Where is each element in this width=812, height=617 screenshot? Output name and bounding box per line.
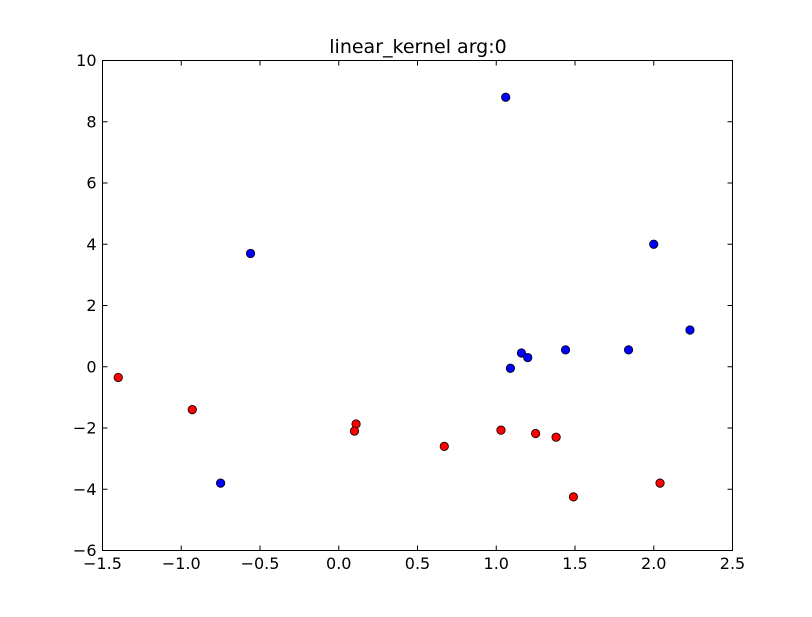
y-tick-label: 6 (86, 174, 96, 193)
x-tick-label: −0.5 (241, 554, 280, 573)
data-point (439, 441, 449, 451)
data-point (568, 492, 579, 502)
y-tick-label: 8 (86, 112, 96, 131)
y-tick-label: 4 (86, 235, 96, 254)
x-tick-label: −1.0 (162, 554, 201, 573)
x-tick-label: 1.5 (562, 554, 587, 573)
y-tick-label: 2 (86, 296, 96, 315)
data-point (113, 372, 123, 383)
data-point (245, 248, 256, 259)
data-point (516, 348, 527, 358)
data-point (685, 325, 695, 335)
data-point (623, 345, 634, 355)
data-points (113, 92, 695, 502)
x-tick-label: 1.0 (484, 554, 509, 573)
y-tick-label: −6 (73, 541, 97, 560)
data-point (649, 239, 659, 249)
y-tick-label: 10 (76, 51, 96, 70)
data-point (560, 345, 571, 355)
x-tick-label: 2.0 (641, 554, 666, 573)
chart-title: linear_kernel arg:0 (329, 36, 506, 58)
axis-ticks: −1.5 −1.0 −0.5 0.0 0.5 1.0 1.5 2.0 2.5 −6 −4 −2 0 2 4 6… (73, 51, 745, 573)
x-tick-label: 2.5 (720, 554, 745, 573)
data-point (505, 363, 516, 373)
data-point (501, 92, 511, 102)
x-tick-label: 0.5 (405, 554, 430, 573)
y-tick-label: −2 (73, 419, 97, 438)
data-point (655, 478, 665, 488)
data-point (531, 428, 541, 439)
data-point (216, 478, 226, 488)
y-tick-label: −4 (73, 480, 97, 499)
data-point (551, 432, 561, 442)
data-point (523, 352, 533, 363)
data-point (349, 426, 360, 436)
data-point (496, 425, 506, 435)
x-tick-label: −1.5 (83, 554, 122, 573)
x-tick-label: 0.0 (326, 554, 351, 573)
y-tick-label: 0 (86, 357, 96, 376)
plot-area-frame (102, 60, 733, 551)
data-point (187, 405, 197, 415)
